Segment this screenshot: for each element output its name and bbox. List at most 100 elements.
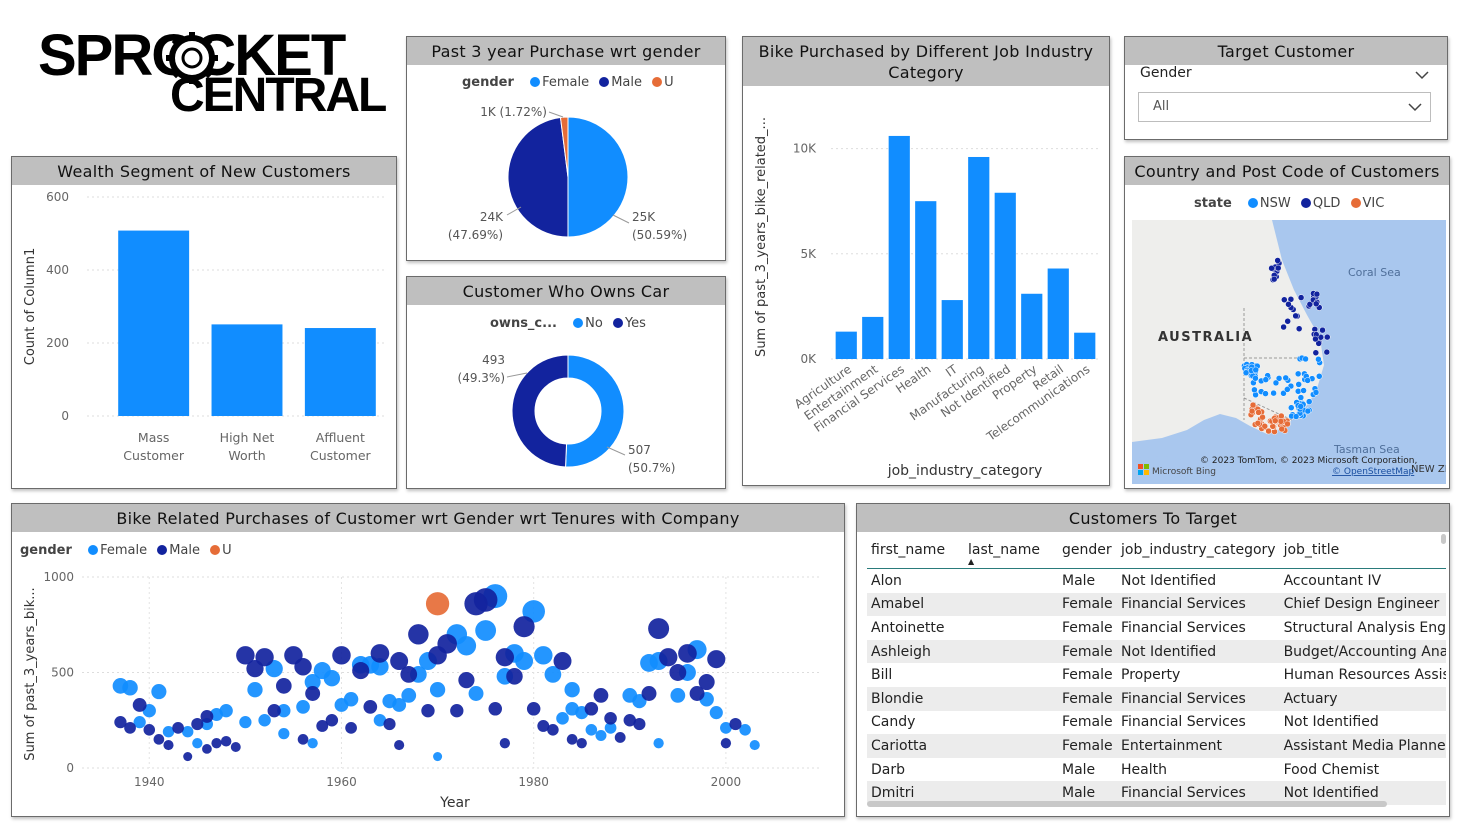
map-point[interactable]	[1285, 301, 1292, 308]
map-point[interactable]	[1248, 407, 1256, 415]
map-point[interactable]	[1319, 326, 1326, 334]
table-row[interactable]: Candy Female Financial Services Not Identif…	[867, 711, 1446, 735]
scatter-point[interactable]	[370, 644, 390, 663]
table-row[interactable]: Antoinette Female Financial Services Struct…	[867, 616, 1446, 640]
map-point[interactable]	[1292, 312, 1299, 320]
scatter-point[interactable]	[202, 744, 212, 754]
scatter-point[interactable]	[534, 646, 553, 665]
map-point[interactable]	[1252, 366, 1259, 374]
scatter-point[interactable]	[316, 720, 329, 732]
osm-link[interactable]: © OpenStreetMap	[1332, 467, 1415, 477]
scatter-point[interactable]	[275, 678, 292, 694]
bar[interactable]	[915, 201, 937, 359]
map-point[interactable]	[1280, 390, 1287, 397]
map-point[interactable]	[1262, 390, 1269, 397]
owns-car-donut[interactable]: 507 (50.7%) 493 (49.3%)	[407, 337, 725, 487]
scatter-point[interactable]	[544, 666, 562, 683]
scatter-point[interactable]	[296, 700, 310, 714]
scatter-point[interactable]	[659, 648, 678, 667]
pie-slice[interactable]	[507, 116, 569, 238]
map-point[interactable]	[1249, 401, 1257, 409]
scatter-point[interactable]	[401, 688, 417, 703]
scatter-point[interactable]	[394, 740, 405, 751]
job-industry-panel[interactable]: Bike Purchased by Different Job Industry…	[742, 36, 1110, 486]
bar[interactable]	[994, 192, 1016, 359]
scatter-point[interactable]	[641, 686, 657, 701]
map-point[interactable]	[1274, 264, 1282, 272]
scatter-point[interactable]	[604, 722, 617, 734]
australia-map[interactable]: AUSTRALIA Coral Sea Tasman Sea NEW ZEA ©…	[1132, 220, 1446, 484]
map-point[interactable]	[1313, 290, 1321, 298]
scatter-point[interactable]	[172, 722, 184, 734]
scatter-point[interactable]	[390, 652, 409, 671]
map-point[interactable]	[1282, 374, 1289, 382]
map-point[interactable]	[1297, 294, 1305, 301]
map-point[interactable]	[1271, 417, 1279, 425]
scatter-point[interactable]	[345, 722, 357, 734]
map-point[interactable]	[1242, 369, 1250, 376]
scatter-point[interactable]	[325, 714, 339, 727]
map-point[interactable]	[1316, 373, 1323, 380]
scatter-point[interactable]	[585, 724, 598, 736]
scatter-point[interactable]	[408, 624, 429, 645]
scatter-point[interactable]	[183, 752, 193, 762]
scatter-point[interactable]	[678, 644, 697, 663]
customers-table-panel[interactable]: Customers To Target first_name last_name…	[856, 503, 1450, 817]
pie-slice[interactable]	[559, 116, 569, 178]
scatter-point[interactable]	[595, 730, 607, 742]
wealth-segment-chart[interactable]: 0 200 400 600 Count of Column1 Mass Customer Hi…	[12, 185, 396, 487]
scatter-point[interactable]	[343, 692, 359, 707]
map-point[interactable]	[1315, 340, 1322, 347]
map-point[interactable]	[1275, 375, 1283, 382]
map-point[interactable]	[1255, 409, 1262, 416]
col-job-title[interactable]: job_title	[1279, 532, 1446, 569]
map-point[interactable]	[1281, 296, 1288, 304]
table-row[interactable]: Bill Female Property Human Resources Assis	[867, 663, 1446, 687]
map-panel[interactable]: Country and Post Code of Customers state…	[1124, 156, 1450, 489]
scatter-point[interactable]	[749, 740, 760, 751]
scatter-point[interactable]	[151, 684, 167, 700]
scatter-point[interactable]	[720, 738, 732, 749]
map-point[interactable]	[1274, 257, 1281, 264]
scatter-point[interactable]	[475, 620, 497, 641]
scatter-point[interactable]	[515, 652, 534, 671]
scatter-point[interactable]	[614, 732, 626, 743]
map-point[interactable]	[1294, 388, 1302, 395]
scatter-point[interactable]	[633, 718, 646, 731]
scatter-point[interactable]	[689, 686, 705, 701]
scatter-point[interactable]	[192, 738, 203, 749]
col-gender[interactable]: gender	[1058, 532, 1117, 569]
scatter-point[interactable]	[133, 716, 146, 729]
scatter-point[interactable]	[124, 722, 136, 734]
scatter-point[interactable]	[739, 724, 751, 736]
horizontal-scrollbar[interactable]	[867, 801, 1387, 807]
scatter-point[interactable]	[307, 738, 318, 749]
scatter-point[interactable]	[565, 702, 579, 716]
scatter-point[interactable]	[267, 704, 281, 718]
scatter-point[interactable]	[499, 738, 511, 749]
map-point[interactable]	[1315, 356, 1322, 363]
scatter-point[interactable]	[709, 706, 723, 720]
scatter-point[interactable]	[566, 734, 578, 745]
scatter-point[interactable]	[373, 714, 387, 727]
scatter-point[interactable]	[576, 738, 587, 749]
scatter-point[interactable]	[255, 648, 274, 667]
scatter-point[interactable]	[278, 728, 290, 740]
map-point[interactable]	[1312, 389, 1320, 396]
bar[interactable]	[888, 135, 910, 359]
table-row[interactable]: Dmitri Male Financial Services Not Identifi…	[867, 781, 1446, 805]
map-point[interactable]	[1284, 420, 1291, 428]
map-point[interactable]	[1305, 398, 1313, 405]
scatter-point[interactable]	[421, 704, 435, 718]
scatter-point[interactable]	[153, 734, 165, 745]
map-point[interactable]	[1288, 404, 1295, 411]
scatter-point[interactable]	[182, 726, 194, 738]
bar[interactable]	[1074, 332, 1096, 359]
map-point[interactable]	[1295, 381, 1302, 388]
scatter-point[interactable]	[122, 680, 138, 696]
scatter-point[interactable]	[473, 588, 498, 612]
scatter-point[interactable]	[669, 664, 687, 681]
scatter-point[interactable]	[211, 738, 222, 749]
map-point[interactable]	[1300, 387, 1307, 394]
bar[interactable]	[968, 156, 990, 359]
